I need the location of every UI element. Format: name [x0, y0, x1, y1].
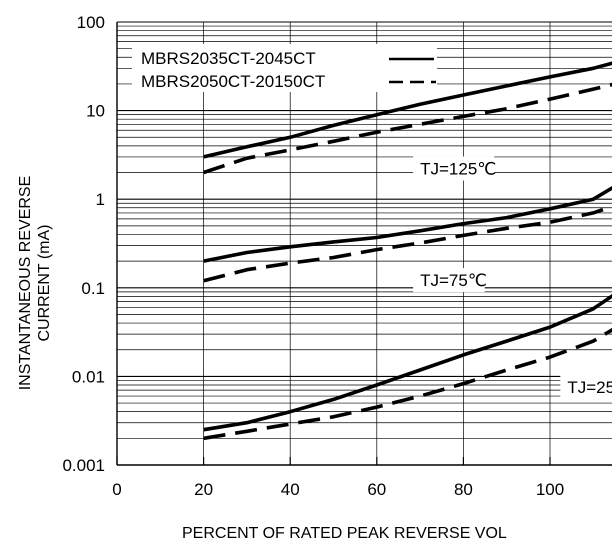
- y-tick-label: 0.01: [72, 367, 105, 386]
- y-tick-label: 10: [86, 102, 105, 121]
- series-line-solid: [203, 61, 612, 159]
- x-tick-label: 80: [454, 480, 473, 499]
- annotation-box: [413, 156, 495, 181]
- tick-labels: 0 20 40 60 80 100 0.001 0.01 0.1 1 10 100: [62, 13, 564, 499]
- annotation-label: TJ=125℃: [420, 160, 496, 179]
- legend-label-solid: MBRS2035CT-2045CT: [141, 49, 316, 68]
- x-tick-label: 40: [281, 480, 300, 499]
- y-tick-label: 1: [96, 190, 105, 209]
- series-line-dashed: [203, 327, 612, 441]
- y-tick-label: 0.1: [81, 279, 105, 298]
- series-line-solid: [203, 185, 612, 263]
- y-tick-label: 0.001: [62, 456, 105, 475]
- x-tick-label: 0: [112, 480, 121, 499]
- x-axis-label: PERCENT OF RATED PEAK REVERSE VOL: [182, 525, 507, 542]
- annotation-label: TJ=25: [567, 378, 612, 397]
- y-axis-label-line2: CURRENT (mA): [36, 224, 53, 341]
- legend-label-dashed: MBRS2050CT-20150CT: [141, 72, 325, 91]
- series-line-dashed: [203, 82, 612, 175]
- annotation-label: TJ=75℃: [420, 271, 487, 290]
- series-line-solid: [203, 293, 612, 432]
- y-axis-label-line1: INSTANTANEOUS REVERSE: [17, 176, 34, 391]
- x-tick-label: 60: [367, 480, 386, 499]
- annotation-box: [413, 268, 485, 293]
- annotation-box: [560, 375, 612, 400]
- legend-box: [132, 44, 437, 92]
- x-tick-label: 100: [536, 480, 564, 499]
- series-line-dashed: [203, 204, 612, 283]
- curves: [203, 61, 612, 441]
- y-tick-label: 100: [77, 13, 105, 32]
- x-tick-label: 20: [194, 480, 213, 499]
- annotations: TJ=125℃ TJ=75℃ TJ=25: [413, 156, 612, 400]
